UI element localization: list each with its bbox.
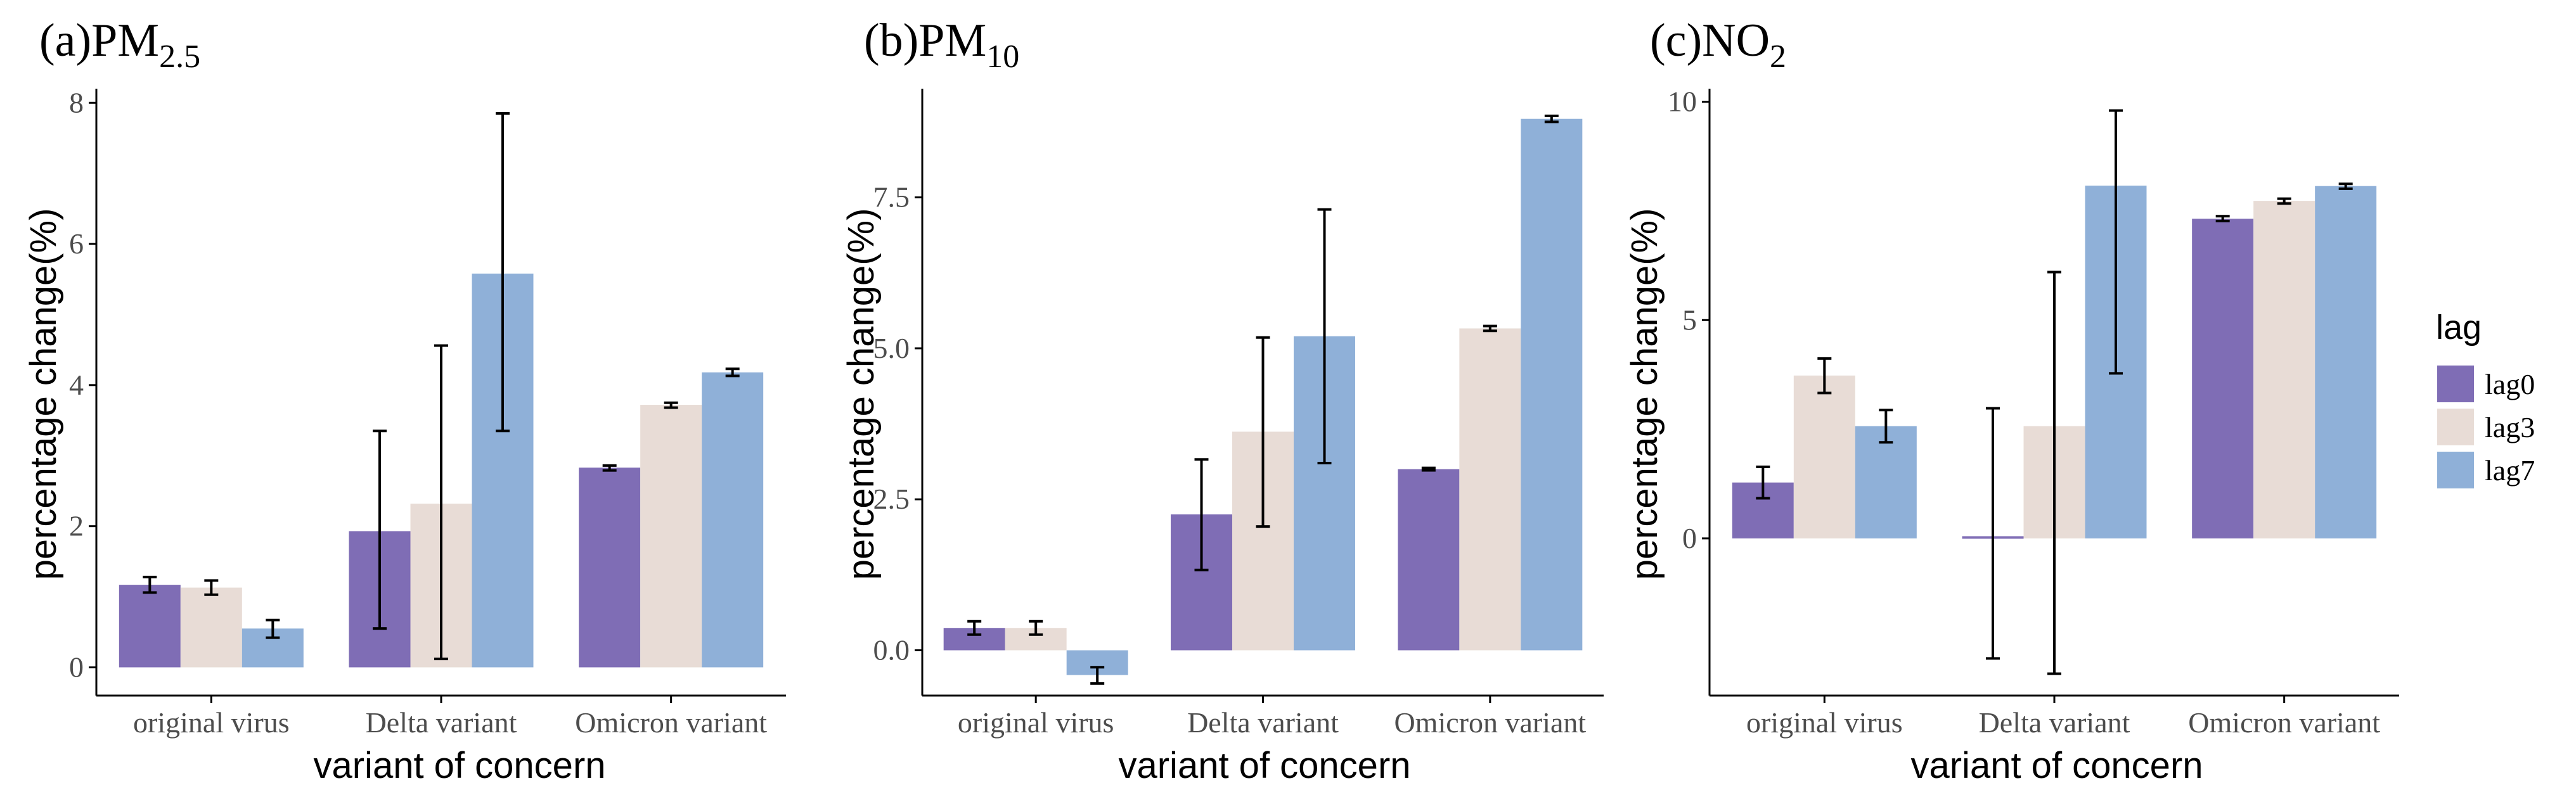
error-bar-lag3: [2277, 197, 2291, 205]
y-tick-label: 2: [69, 510, 84, 542]
error-bar-lag3: [1483, 324, 1497, 333]
x-tick-label: original virus: [133, 706, 290, 739]
panel-a-pm25: (a)PM2.5 percentage change(%) variant of…: [23, 15, 786, 786]
error-bar-lag7: [1090, 666, 1105, 685]
bar-lag7-omicron-variant: [2315, 186, 2377, 538]
y-tick-label: 0.0: [873, 634, 910, 666]
panel-c-no2: (c)NO2 percentage change(%) variant of c…: [1624, 15, 2399, 786]
legend-swatch-lag7: [2437, 452, 2474, 488]
bar-lag3-omicron-variant: [1459, 328, 1521, 651]
x-tick-label: Omicron variant: [1394, 706, 1586, 739]
error-bar-lag0: [967, 620, 982, 636]
y-tick-label: 8: [69, 86, 84, 118]
panel-a-title: (a)PM2.5: [39, 15, 200, 75]
panel-c-y-axis-title: percentage change(%): [1624, 208, 1665, 580]
error-bar-lag7: [496, 111, 510, 433]
panel-b-y-axis-title: percentage change(%): [840, 208, 882, 580]
error-bar-lag7: [2338, 182, 2353, 190]
bar-lag7-omicron-variant: [702, 372, 764, 668]
error-bar-lag0: [373, 430, 387, 630]
error-bar-lag3: [664, 401, 678, 409]
error-bar-lag7: [2109, 109, 2123, 375]
bar-lag3-omicron-variant: [640, 405, 702, 668]
panel-c-title: (c)NO2: [1650, 15, 1786, 75]
panel-c-x-axis-title: variant of concern: [1910, 745, 2203, 786]
x-tick-label: Delta variant: [1979, 706, 2130, 739]
error-bar-lag0: [1986, 407, 2000, 660]
x-tick-label: Omicron variant: [575, 706, 767, 739]
panel-a-x-axis-title: variant of concern: [313, 745, 605, 786]
bar-lag7-original-virus: [1855, 426, 1917, 538]
y-tick-label: 2.5: [873, 483, 910, 515]
error-bar-lag7: [1879, 409, 1893, 444]
bar-lag0-omicron-variant: [579, 468, 641, 668]
y-tick-label: 5.0: [873, 332, 910, 364]
bar-lag3-omicron-variant: [2253, 201, 2315, 538]
error-bar-lag3: [204, 579, 219, 596]
error-bar-lag3: [1029, 620, 1043, 636]
bar-lag7-omicron-variant: [1521, 118, 1583, 651]
y-tick-label: 0: [1682, 522, 1697, 554]
error-bar-lag0: [2215, 215, 2230, 222]
error-bar-lag7: [1317, 208, 1332, 465]
y-tick-label: 6: [69, 227, 84, 260]
error-bar-lag7: [266, 618, 280, 639]
error-bar-lag0: [1756, 465, 1770, 500]
panel-b-pm10: (b)PM10 percentage change(%) variant of …: [840, 15, 1604, 786]
y-tick-label: 10: [1668, 86, 1697, 118]
error-bar-lag7: [1544, 114, 1559, 124]
x-tick-label: original virus: [1746, 706, 1903, 739]
error-bar-lag7: [725, 367, 740, 378]
x-tick-label: Omicron variant: [2188, 706, 2380, 739]
y-tick-label: 5: [1682, 303, 1697, 336]
x-tick-label: original virus: [958, 706, 1114, 739]
bar-lag3-original-virus: [1793, 375, 1855, 538]
x-tick-label: Delta variant: [366, 706, 517, 739]
legend-label-lag7: lag7: [2485, 454, 2535, 487]
panel-a-plot-area: 0 2 4 6 8 original virus Delta variant Omicron …: [69, 86, 786, 739]
panel-a-y-axis-title: percentage change(%): [23, 208, 64, 580]
error-bar-lag0: [143, 575, 157, 594]
legend: lag lag0 lag3 lag7: [2436, 309, 2535, 488]
error-bar-lag0: [1194, 458, 1209, 571]
legend-swatch-lag3: [2437, 409, 2474, 445]
legend-label-lag0: lag0: [2485, 368, 2535, 400]
y-tick-label: 0: [69, 651, 84, 683]
x-tick-label: Delta variant: [1187, 706, 1339, 739]
error-bar-lag0: [602, 464, 617, 472]
bar-lag0-omicron-variant: [2192, 219, 2254, 538]
legend-swatch-lag0: [2437, 366, 2474, 402]
error-bar-lag3: [434, 344, 448, 661]
y-tick-label: 7.5: [873, 181, 910, 213]
error-bar-lag3: [2047, 271, 2061, 675]
bar-lag0-original-virus: [119, 585, 181, 668]
legend-label-lag3: lag3: [2485, 411, 2535, 443]
error-bar-lag3: [1256, 336, 1270, 528]
panel-c-plot-area: 0 5 10 original virus Delta variant Omicron v…: [1668, 86, 2399, 739]
panel-b-plot-area: 0.0 2.5 5.0 7.5 original virus Delta variant O…: [873, 89, 1604, 739]
bar-lag3-original-virus: [180, 587, 242, 668]
y-tick-label: 4: [69, 369, 84, 401]
panel-b-x-axis-title: variant of concern: [1118, 745, 1410, 786]
error-bar-lag3: [1817, 357, 1832, 395]
bar-lag0-omicron-variant: [1398, 469, 1460, 651]
legend-title: lag: [2436, 309, 2482, 347]
panel-b-title: (b)PM10: [864, 15, 1019, 75]
error-bar-lag0: [1421, 466, 1436, 472]
